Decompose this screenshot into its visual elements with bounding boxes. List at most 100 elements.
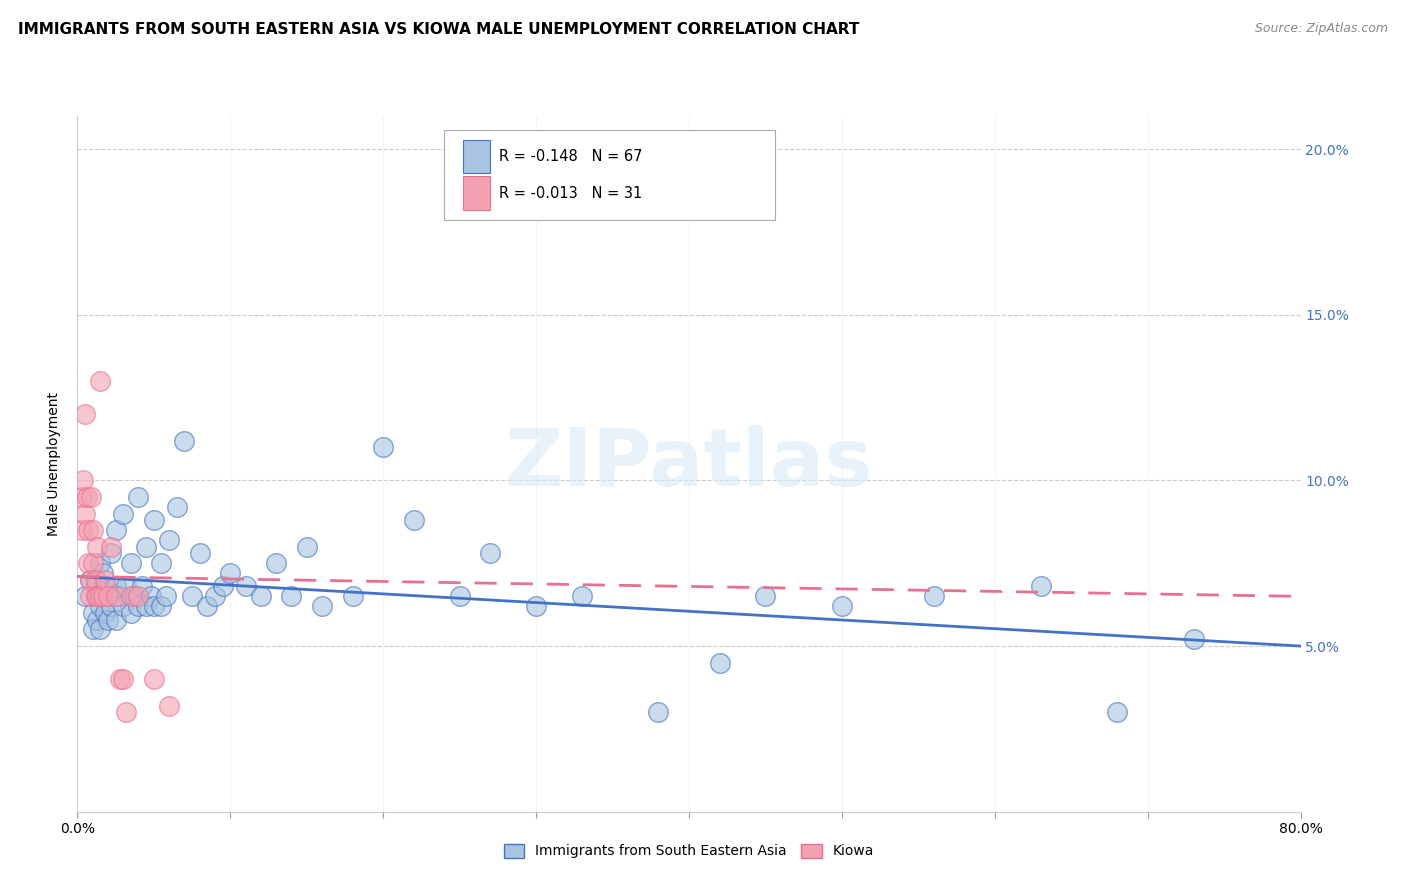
Point <box>371 440 394 454</box>
Point <box>524 599 547 614</box>
Point <box>235 579 257 593</box>
Point <box>1029 579 1052 593</box>
Point <box>250 590 273 604</box>
Point <box>84 573 107 587</box>
Point <box>128 590 150 604</box>
Point <box>112 672 135 686</box>
Point <box>89 590 111 604</box>
Point <box>73 507 96 521</box>
Point <box>76 490 98 504</box>
Point <box>449 590 471 604</box>
Point <box>195 599 218 614</box>
Point <box>104 590 127 604</box>
Point <box>150 556 173 570</box>
Point <box>188 546 211 560</box>
Point <box>166 500 188 514</box>
Point <box>112 599 135 614</box>
FancyBboxPatch shape <box>463 140 489 173</box>
Point <box>94 579 117 593</box>
Legend: Immigrants from South Eastern Asia, Kiowa: Immigrants from South Eastern Asia, Kiow… <box>498 838 880 864</box>
Point <box>264 556 287 570</box>
Point <box>571 590 593 604</box>
Point <box>104 523 127 537</box>
Point <box>82 606 104 620</box>
Point <box>311 599 333 614</box>
Point <box>84 590 107 604</box>
Text: Source: ZipAtlas.com: Source: ZipAtlas.com <box>1254 22 1388 36</box>
Point <box>754 590 776 604</box>
Point <box>157 698 180 713</box>
Y-axis label: Male Unemployment: Male Unemployment <box>48 392 62 536</box>
Point <box>122 590 145 604</box>
Point <box>128 599 150 614</box>
Point <box>86 613 108 627</box>
Point <box>831 599 853 614</box>
Point <box>94 606 117 620</box>
Point <box>84 579 107 593</box>
Point <box>82 623 104 637</box>
Point <box>402 513 425 527</box>
Point <box>115 706 138 720</box>
Point <box>120 590 142 604</box>
Point <box>135 599 157 614</box>
Point <box>922 590 945 604</box>
Point <box>150 599 173 614</box>
Point <box>115 579 138 593</box>
Text: IMMIGRANTS FROM SOUTH EASTERN ASIA VS KIOWA MALE UNEMPLOYMENT CORRELATION CHART: IMMIGRANTS FROM SOUTH EASTERN ASIA VS KI… <box>18 22 859 37</box>
Point <box>1107 706 1129 720</box>
Point <box>173 434 195 448</box>
Point <box>79 573 101 587</box>
Point <box>86 590 108 604</box>
Point <box>97 590 120 604</box>
Point <box>135 540 157 554</box>
Point <box>108 672 131 686</box>
Point <box>120 606 142 620</box>
Point <box>157 533 180 547</box>
Point <box>100 540 122 554</box>
Point <box>89 623 111 637</box>
FancyBboxPatch shape <box>444 130 775 220</box>
Point <box>70 523 93 537</box>
Point <box>647 706 669 720</box>
Text: R = -0.148   N = 67: R = -0.148 N = 67 <box>499 149 643 164</box>
Point <box>91 566 114 581</box>
Point <box>181 590 204 604</box>
Point <box>219 566 242 581</box>
Point <box>128 490 150 504</box>
Point <box>280 590 302 604</box>
Point <box>104 613 127 627</box>
Point <box>342 590 364 604</box>
Point <box>112 507 135 521</box>
Point <box>91 590 114 604</box>
Point <box>89 374 111 388</box>
Point <box>72 474 94 488</box>
Point <box>155 590 177 604</box>
Point <box>77 556 100 570</box>
Point <box>131 579 153 593</box>
Point <box>80 490 103 504</box>
Point <box>70 490 93 504</box>
Point <box>479 546 502 560</box>
Point <box>120 556 142 570</box>
Text: ZIPatlas: ZIPatlas <box>505 425 873 503</box>
Point <box>86 540 108 554</box>
Point <box>100 599 122 614</box>
Text: R = -0.013   N = 31: R = -0.013 N = 31 <box>499 186 643 201</box>
Point <box>139 590 162 604</box>
Point <box>211 579 233 593</box>
FancyBboxPatch shape <box>463 177 489 210</box>
Point <box>73 590 96 604</box>
Point <box>82 556 104 570</box>
Point <box>89 556 111 570</box>
Point <box>104 579 127 593</box>
Point <box>73 407 96 421</box>
Point <box>142 599 165 614</box>
Point <box>79 590 101 604</box>
Point <box>79 573 101 587</box>
Point <box>142 513 165 527</box>
Point <box>97 590 120 604</box>
Point <box>97 613 120 627</box>
Point <box>94 573 117 587</box>
Point <box>89 599 111 614</box>
Point <box>77 523 100 537</box>
